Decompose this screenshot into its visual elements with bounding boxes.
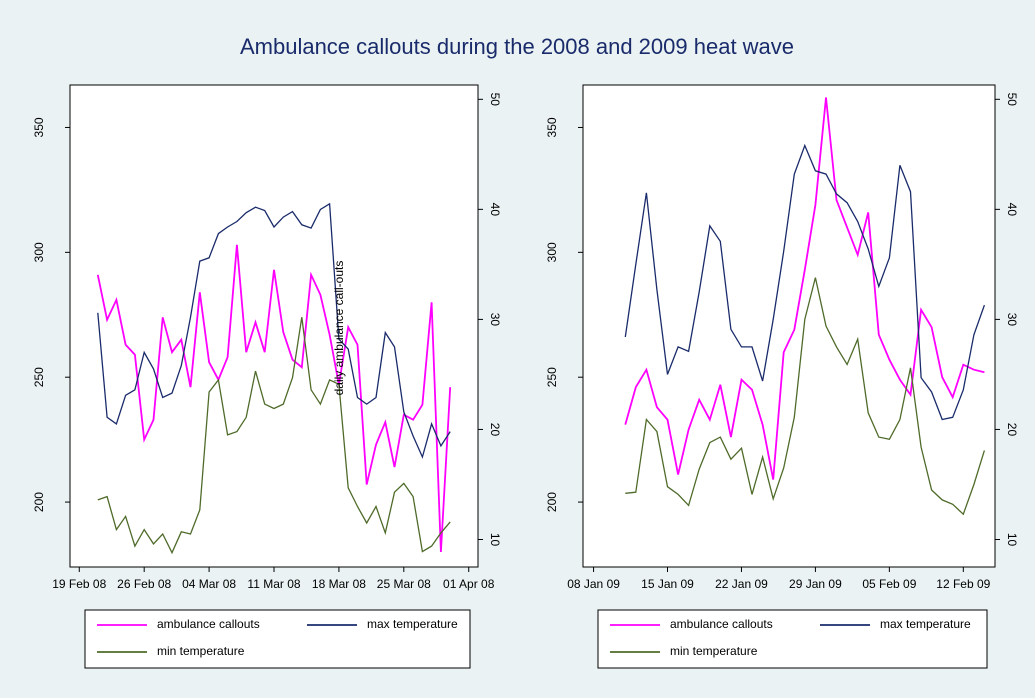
series-line: [624, 143, 986, 421]
x-tick-label: 19 Feb 08: [52, 577, 106, 591]
y2-tick-label: 30: [488, 313, 502, 327]
series-line: [97, 317, 451, 555]
legend-label: ambulance callouts: [670, 617, 773, 631]
series-line: [625, 277, 986, 516]
series-line: [624, 97, 985, 480]
x-tick-label: 18 Mar 08: [312, 577, 366, 591]
x-tick-label: 15 Jan 09: [641, 577, 694, 591]
y2-tick-label: 20: [488, 423, 502, 437]
y2-tick-label: 30: [1005, 313, 1019, 327]
x-tick-label: 12 Feb 09: [936, 577, 990, 591]
legend-label: max temperature: [367, 617, 458, 631]
y-tick-label: 350: [545, 117, 559, 137]
y2-tick-label: 20: [1005, 423, 1019, 437]
y2-tick-label: 50: [488, 93, 502, 107]
legend-label: ambulance callouts: [157, 617, 260, 631]
y-tick-label: 250: [545, 367, 559, 387]
legend-label: min temperature: [670, 644, 758, 658]
y-tick-label: 300: [545, 242, 559, 262]
legend-label: min temperature: [157, 644, 245, 658]
legend: [597, 609, 988, 669]
legend-label: max temperature: [880, 617, 971, 631]
y2-tick-label: 10: [1005, 533, 1019, 547]
x-tick-label: 22 Jan 09: [715, 577, 768, 591]
annotation: daily ambulance call-outs: [332, 261, 346, 396]
x-tick-label: 04 Mar 08: [182, 577, 236, 591]
x-tick-label: 11 Mar 08: [247, 577, 300, 591]
legend: [84, 609, 471, 669]
y-tick-label: 350: [32, 117, 46, 137]
series-line: [96, 244, 452, 553]
x-tick-label: 25 Mar 08: [377, 577, 431, 591]
y-tick-label: 200: [32, 492, 46, 512]
y2-tick-label: 10: [488, 533, 502, 547]
y2-tick-label: 40: [488, 203, 502, 217]
x-tick-label: 08 Jan 09: [567, 577, 620, 591]
x-tick-label: 05 Feb 09: [862, 577, 916, 591]
x-tick-label: 01 Apr 08: [443, 577, 495, 591]
x-tick-label: 26 Feb 08: [117, 577, 171, 591]
plot-area: [582, 84, 996, 568]
x-tick-label: 29 Jan 09: [789, 577, 842, 591]
y2-tick-label: 50: [1005, 93, 1019, 107]
y2-tick-label: 40: [1005, 203, 1019, 217]
chart-title: Ambulance callouts during the 2008 and 2…: [240, 34, 794, 59]
y-tick-label: 200: [545, 492, 559, 512]
y-tick-label: 300: [32, 242, 46, 262]
series-line: [97, 202, 451, 459]
plot-area: [69, 84, 479, 568]
y-tick-label: 250: [32, 367, 46, 387]
